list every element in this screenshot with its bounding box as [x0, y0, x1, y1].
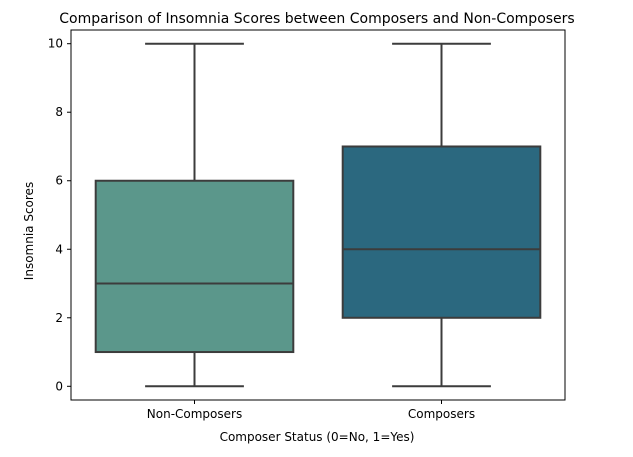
- x-tick-label: Composers: [408, 407, 475, 421]
- x-axis-label: Composer Status (0=No, 1=Yes): [220, 430, 415, 444]
- y-tick-label: 6: [55, 174, 63, 188]
- y-tick-label: 8: [55, 105, 63, 119]
- plot-area: Non-Composers Composers 0 2 4 6 8 10: [48, 29, 566, 421]
- y-tick-label: 4: [55, 242, 63, 256]
- plot-frame: [70, 29, 566, 401]
- y-axis-label: Insomnia Scores: [22, 182, 36, 280]
- box-group-composers: [341, 42, 542, 388]
- y-tick-label: 2: [55, 311, 63, 325]
- x-tick-label: Non-Composers: [147, 407, 242, 421]
- box-group-non-composers: [94, 42, 295, 388]
- y-tick-label: 10: [48, 37, 63, 51]
- y-tick-label: 0: [55, 379, 63, 393]
- box-body: [341, 145, 542, 319]
- box-body: [94, 179, 295, 354]
- chart-title: Comparison of Insomnia Scores between Co…: [59, 11, 574, 27]
